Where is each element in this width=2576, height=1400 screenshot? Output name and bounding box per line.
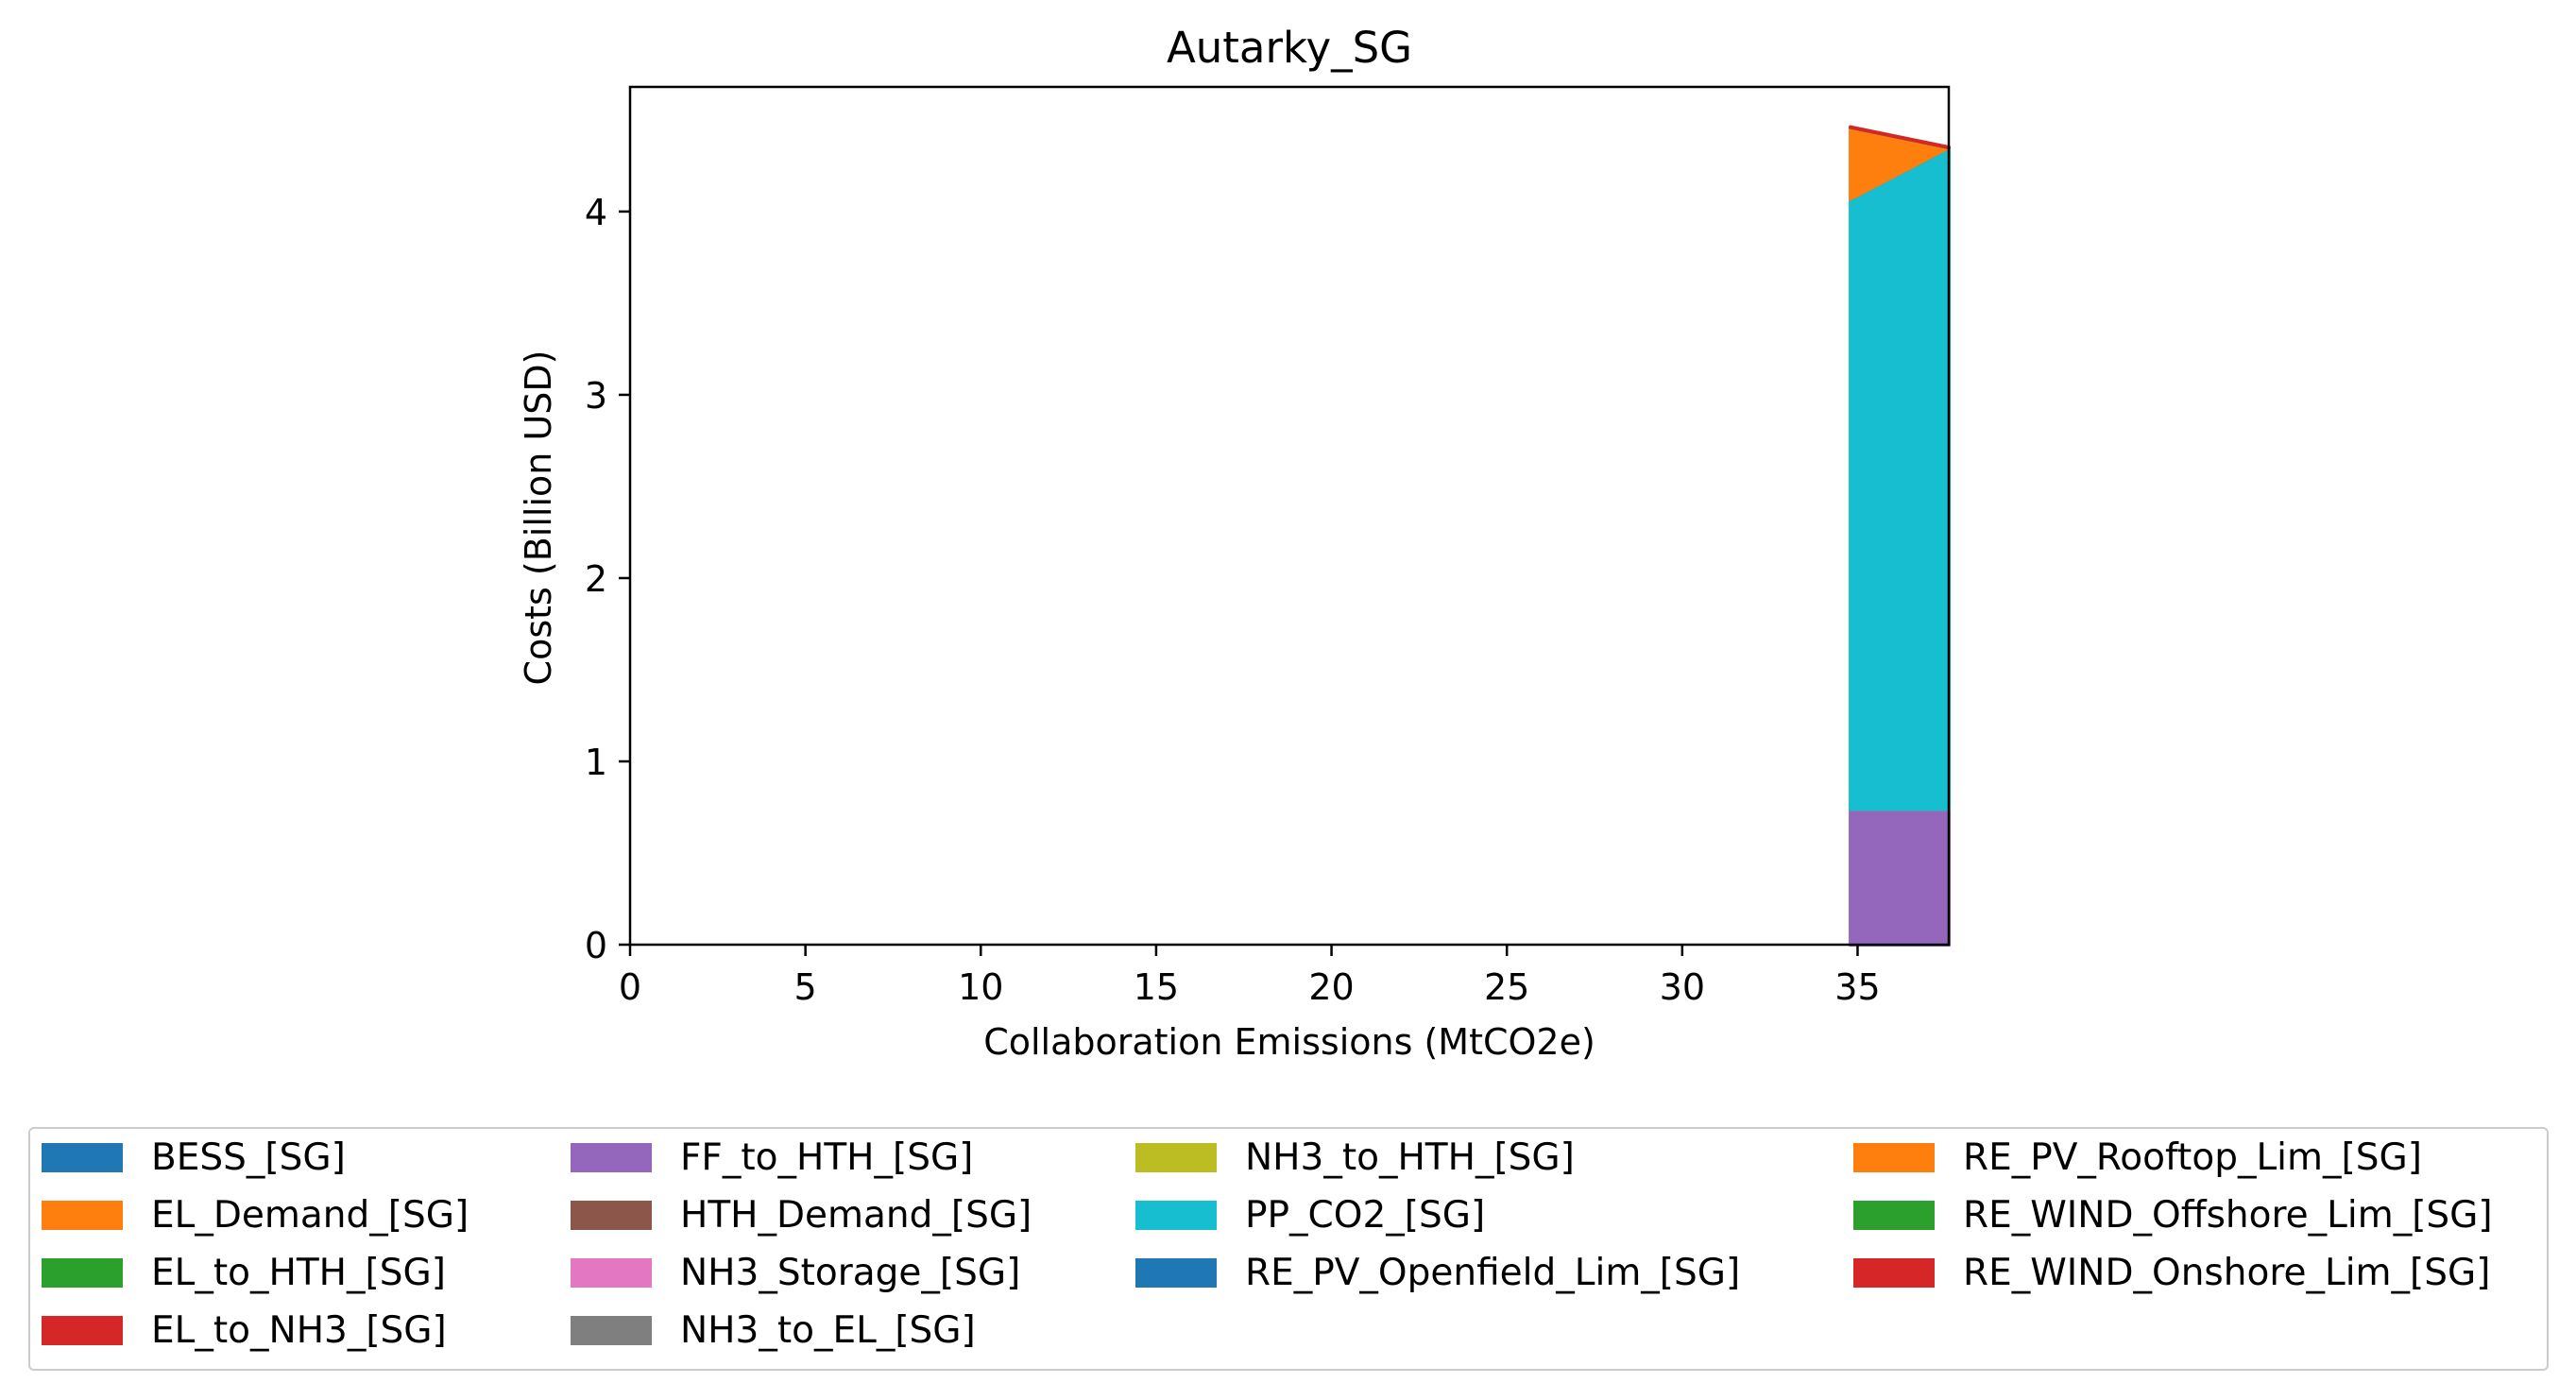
y-tick-label: 1 xyxy=(585,742,607,783)
legend-swatch xyxy=(1853,1200,1935,1230)
x-tick-label: 15 xyxy=(1134,966,1179,1008)
legend-item: BESS_[SG] xyxy=(42,1135,346,1179)
legend-item: FF_to_HTH_[SG] xyxy=(571,1135,974,1179)
legend-swatch xyxy=(1853,1142,1935,1172)
x-tick-label: 30 xyxy=(1660,966,1705,1008)
legend-label: RE_WIND_Onshore_Lim_[SG] xyxy=(1963,1251,2491,1294)
legend-label: HTH_Demand_[SG] xyxy=(680,1193,1032,1237)
legend-label: NH3_Storage_[SG] xyxy=(680,1251,1021,1294)
legend-swatch xyxy=(42,1257,123,1288)
y-tick-label: 0 xyxy=(585,925,607,966)
legend-item: HTH_Demand_[SG] xyxy=(571,1193,1032,1237)
legend-swatch xyxy=(1135,1200,1217,1230)
legend-swatch xyxy=(571,1257,652,1288)
legend-label: FF_to_HTH_[SG] xyxy=(680,1135,974,1179)
axes: 0 5 10 15 20 25 30 35 0 1 2 3 4 xyxy=(585,85,1951,1008)
legend-label: BESS_[SG] xyxy=(151,1135,346,1179)
x-tick-label: 20 xyxy=(1308,966,1354,1008)
legend-label: EL_to_NH3_[SG] xyxy=(151,1308,447,1352)
legend-item: RE_PV_Openfield_Lim_[SG] xyxy=(1135,1251,1741,1294)
legend-item: RE_WIND_Offshore_Lim_[SG] xyxy=(1853,1193,2493,1237)
legend-swatch xyxy=(42,1315,123,1345)
legend-item: RE_WIND_Onshore_Lim_[SG] xyxy=(1853,1251,2491,1294)
legend-swatch xyxy=(42,1200,123,1230)
stacked-areas xyxy=(1849,125,1951,947)
legend-item: EL_to_NH3_[SG] xyxy=(42,1308,447,1352)
legend-label: EL_Demand_[SG] xyxy=(151,1193,469,1237)
legend-item: EL_to_HTH_[SG] xyxy=(42,1251,446,1294)
x-axis-label: Collaboration Emissions (MtCO2e) xyxy=(983,1021,1595,1063)
area-pp-co2-sg xyxy=(1849,145,1951,811)
y-tick-label: 3 xyxy=(585,375,607,417)
legend-item: NH3_Storage_[SG] xyxy=(571,1251,1021,1294)
legend-swatch xyxy=(571,1315,652,1345)
legend-swatch xyxy=(42,1142,123,1172)
legend-swatch xyxy=(1135,1142,1217,1172)
legend-label: PP_CO2_[SG] xyxy=(1245,1193,1486,1237)
legend-swatch xyxy=(1135,1257,1217,1288)
y-tick-label: 2 xyxy=(585,558,607,600)
legend-swatch xyxy=(571,1142,652,1172)
legend-label: RE_WIND_Offshore_Lim_[SG] xyxy=(1963,1193,2493,1237)
legend-item: EL_Demand_[SG] xyxy=(42,1193,469,1237)
legend-label: NH3_to_EL_[SG] xyxy=(680,1308,976,1352)
legend-item: RE_PV_Rooftop_Lim_[SG] xyxy=(1853,1135,2422,1179)
chart-title: Autarky_SG xyxy=(1167,23,1412,73)
legend-swatch xyxy=(1853,1257,1935,1288)
legend-label: NH3_to_HTH_[SG] xyxy=(1245,1135,1575,1179)
legend-label: RE_PV_Rooftop_Lim_[SG] xyxy=(1963,1135,2422,1179)
x-tick-label: 5 xyxy=(794,966,817,1008)
legend-item: NH3_to_EL_[SG] xyxy=(571,1308,976,1352)
legend: BESS_[SG] EL_Demand_[SG] EL_to_HTH_[SG] EL_… xyxy=(28,1127,2549,1371)
legend-label: EL_to_HTH_[SG] xyxy=(151,1251,446,1294)
x-tick-label: 25 xyxy=(1484,966,1529,1008)
x-tick-label: 35 xyxy=(1834,966,1880,1008)
legend-item: PP_CO2_[SG] xyxy=(1135,1193,1486,1237)
y-tick-label: 4 xyxy=(585,192,607,233)
plot-frame xyxy=(628,85,1951,947)
x-tick-label: 0 xyxy=(619,966,641,1008)
x-tick-label: 10 xyxy=(958,966,1003,1008)
legend-item: NH3_to_HTH_[SG] xyxy=(1135,1135,1575,1179)
legend-label: RE_PV_Openfield_Lim_[SG] xyxy=(1245,1251,1741,1294)
legend-swatch xyxy=(571,1200,652,1230)
area-ff-to-hth-sg xyxy=(1849,807,1951,947)
y-axis-label: Costs (Billion USD) xyxy=(518,350,559,686)
